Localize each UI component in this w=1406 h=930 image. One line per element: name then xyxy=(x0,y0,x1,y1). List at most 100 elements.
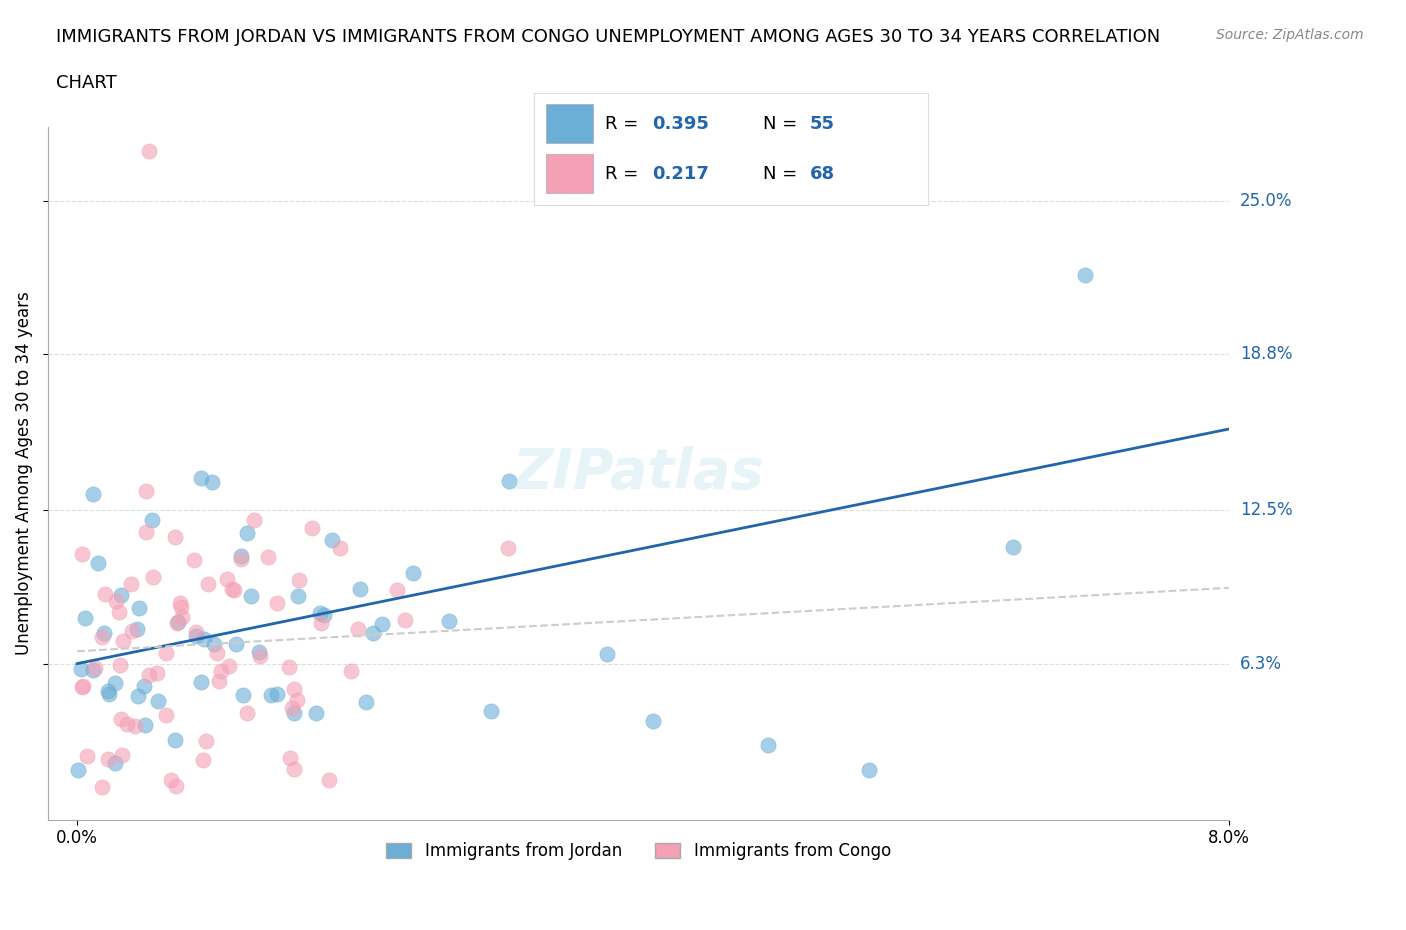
Immigrants from Congo xyxy=(124,718,146,733)
Immigrants from Jordan xyxy=(312,607,335,622)
Immigrants from Jordan xyxy=(104,676,127,691)
Immigrants from Congo xyxy=(283,682,305,697)
Immigrants from Jordan xyxy=(82,486,104,501)
Immigrants from Jordan xyxy=(75,611,97,626)
Immigrants from Jordan xyxy=(1074,268,1097,283)
Immigrants from Congo xyxy=(108,604,131,619)
Immigrants from Jordan xyxy=(202,637,225,652)
Immigrants from Congo xyxy=(235,706,257,721)
Immigrants from Congo xyxy=(120,577,142,591)
Immigrants from Congo xyxy=(224,583,246,598)
Immigrants from Jordan xyxy=(596,646,619,661)
Immigrants from Jordan xyxy=(260,687,283,702)
Immigrants from Jordan xyxy=(356,695,378,710)
Immigrants from Congo xyxy=(195,734,218,749)
Immigrants from Jordan xyxy=(308,605,330,620)
Immigrants from Congo xyxy=(278,751,301,765)
Immigrants from Congo xyxy=(155,708,177,723)
Immigrants from Congo xyxy=(183,552,205,567)
Immigrants from Jordan xyxy=(371,617,394,631)
Text: 55: 55 xyxy=(810,115,835,133)
Immigrants from Congo xyxy=(221,582,243,597)
Immigrants from Congo xyxy=(72,547,94,562)
Immigrants from Congo xyxy=(339,663,361,678)
Immigrants from Congo xyxy=(215,572,238,587)
Immigrants from Congo xyxy=(169,595,191,610)
Immigrants from Jordan xyxy=(110,588,132,603)
Text: R =: R = xyxy=(605,166,644,183)
Immigrants from Jordan xyxy=(98,686,121,701)
Immigrants from Congo xyxy=(170,600,193,615)
Immigrants from Jordan xyxy=(127,688,149,703)
Immigrants from Congo xyxy=(110,711,132,726)
Immigrants from Jordan xyxy=(229,549,252,564)
Immigrants from Jordan xyxy=(225,637,247,652)
Immigrants from Jordan xyxy=(104,755,127,770)
Immigrants from Jordan xyxy=(349,581,371,596)
Immigrants from Jordan xyxy=(190,470,212,485)
Immigrants from Jordan xyxy=(283,706,305,721)
Immigrants from Congo xyxy=(249,648,271,663)
Immigrants from Jordan xyxy=(82,662,104,677)
Immigrants from Congo xyxy=(309,616,332,631)
Immigrants from Jordan xyxy=(93,626,115,641)
Immigrants from Congo xyxy=(346,621,368,636)
Immigrants from Jordan xyxy=(858,763,880,777)
Immigrants from Congo xyxy=(283,762,305,777)
Immigrants from Jordan xyxy=(239,589,262,604)
Text: R =: R = xyxy=(605,115,644,133)
Text: Source: ZipAtlas.com: Source: ZipAtlas.com xyxy=(1216,28,1364,42)
Immigrants from Jordan xyxy=(128,601,150,616)
Immigrants from Congo xyxy=(266,596,288,611)
Immigrants from Congo xyxy=(115,717,138,732)
Text: 12.5%: 12.5% xyxy=(1240,501,1292,519)
Text: 0.217: 0.217 xyxy=(652,166,709,183)
Immigrants from Jordan xyxy=(321,533,343,548)
Immigrants from Jordan xyxy=(141,513,163,528)
Immigrants from Congo xyxy=(277,659,299,674)
FancyBboxPatch shape xyxy=(546,154,593,193)
Text: 6.3%: 6.3% xyxy=(1240,655,1282,672)
Immigrants from Congo xyxy=(105,593,128,608)
Immigrants from Congo xyxy=(165,778,187,793)
Legend: Immigrants from Jordan, Immigrants from Congo: Immigrants from Jordan, Immigrants from … xyxy=(380,835,897,867)
Immigrants from Jordan xyxy=(166,615,188,630)
Immigrants from Congo xyxy=(285,692,308,707)
Immigrants from Jordan xyxy=(361,626,384,641)
Immigrants from Jordan xyxy=(236,525,259,540)
Immigrants from Congo xyxy=(218,658,240,673)
Immigrants from Congo xyxy=(229,551,252,566)
Text: 25.0%: 25.0% xyxy=(1240,192,1292,210)
Immigrants from Jordan xyxy=(266,687,288,702)
Text: IMMIGRANTS FROM JORDAN VS IMMIGRANTS FROM CONGO UNEMPLOYMENT AMONG AGES 30 TO 34: IMMIGRANTS FROM JORDAN VS IMMIGRANTS FRO… xyxy=(56,28,1160,46)
Immigrants from Congo xyxy=(184,625,207,640)
Immigrants from Jordan xyxy=(479,703,502,718)
Immigrants from Congo xyxy=(94,586,117,601)
Immigrants from Congo xyxy=(208,673,231,688)
Immigrants from Congo xyxy=(197,577,219,591)
Immigrants from Jordan xyxy=(1001,540,1024,555)
Immigrants from Congo xyxy=(329,540,352,555)
Immigrants from Jordan xyxy=(232,687,254,702)
Immigrants from Congo xyxy=(281,700,304,715)
Immigrants from Jordan xyxy=(402,565,425,580)
Immigrants from Jordan xyxy=(641,713,664,728)
Immigrants from Congo xyxy=(496,540,519,555)
Immigrants from Congo xyxy=(191,752,214,767)
Text: ZIPatlas: ZIPatlas xyxy=(513,446,765,500)
Immigrants from Congo xyxy=(135,484,157,498)
Immigrants from Congo xyxy=(111,633,134,648)
Immigrants from Congo xyxy=(108,658,131,672)
Immigrants from Jordan xyxy=(756,737,779,752)
Text: N =: N = xyxy=(762,115,803,133)
Immigrants from Congo xyxy=(209,664,232,679)
Immigrants from Congo xyxy=(146,666,169,681)
Immigrants from Congo xyxy=(84,660,107,675)
Immigrants from Congo xyxy=(318,772,340,787)
Immigrants from Congo xyxy=(205,645,228,660)
Immigrants from Jordan xyxy=(305,706,328,721)
Text: 68: 68 xyxy=(810,166,835,183)
Immigrants from Jordan xyxy=(87,556,110,571)
Immigrants from Congo xyxy=(243,512,266,527)
Immigrants from Congo xyxy=(135,525,157,539)
